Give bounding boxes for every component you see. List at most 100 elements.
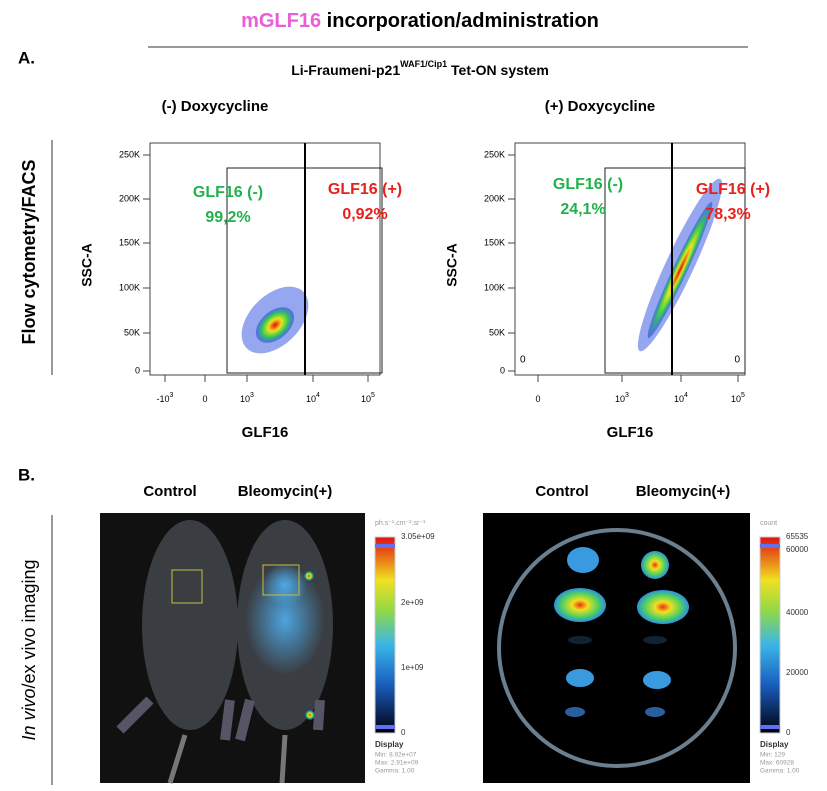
x-tick-label: -103 <box>157 392 174 405</box>
tick-base: 10 <box>674 394 684 404</box>
gate-name: GLF16 (-) <box>553 176 623 193</box>
colorbar-tick: 60000 <box>786 545 809 554</box>
signal <box>304 571 314 581</box>
colorbar <box>374 536 396 734</box>
display-title: Display <box>375 740 404 749</box>
tick-base: 10 <box>615 394 625 404</box>
gate-percent: 24,1% <box>560 201 605 218</box>
signal <box>305 710 315 720</box>
system-label: Li-Fraumeni-p21WAF1/Cip1 Tet-ON system <box>291 59 549 77</box>
display-line: Gamma: 1.00 <box>375 768 415 775</box>
x-tick-label: 0 <box>535 394 540 404</box>
display-line: Gamma: 1.00 <box>760 768 800 775</box>
y-tick-label: 100K <box>484 282 505 292</box>
mouse <box>142 520 238 730</box>
colorbar-handle <box>375 544 395 548</box>
tick-base: -10 <box>157 394 170 404</box>
title: mGLF16 incorporation/administration <box>241 10 599 32</box>
dish <box>497 528 737 768</box>
title-rest: incorporation/administration <box>321 10 599 32</box>
x-axis-label: GLF16 <box>242 424 289 441</box>
system-rest: Tet-ON system <box>447 62 549 78</box>
x-tick-label: 0 <box>202 394 207 404</box>
signal <box>263 563 307 607</box>
condition: (-) Doxycycline <box>162 98 269 115</box>
display-line: Max: 60928 <box>760 760 794 767</box>
tick-exp: 5 <box>371 392 375 399</box>
y-tick-label: 200K <box>484 193 505 203</box>
tick-exp: 3 <box>170 392 174 399</box>
organ <box>643 671 671 689</box>
tails <box>167 734 288 784</box>
colorbar-unit: count <box>760 520 777 527</box>
organ <box>567 547 599 573</box>
tick-base: 10 <box>731 394 741 404</box>
x-tick-label: 103 <box>240 392 254 405</box>
gate-percent: 99,2% <box>205 209 250 226</box>
panel-label: B. <box>18 465 35 484</box>
organ <box>565 707 585 717</box>
tick-exp: 3 <box>250 392 254 399</box>
tick-exp: 4 <box>684 392 688 399</box>
tick-base: 10 <box>240 394 250 404</box>
organ <box>566 669 594 687</box>
gate <box>304 167 383 374</box>
organ <box>637 590 689 624</box>
ex-vivo-image <box>483 513 750 783</box>
corner-label: 0 <box>520 355 526 366</box>
title-highlight: mGLF16 <box>241 10 321 32</box>
colorbar-tick: 20000 <box>786 668 809 677</box>
gate-percent: 0,92% <box>342 206 387 223</box>
side-label: In vivo/ex vivo imaging <box>19 559 39 740</box>
legs <box>116 696 325 742</box>
organ <box>645 707 665 717</box>
y-tick-label: 0 <box>135 365 140 375</box>
tick-base: 10 <box>306 394 316 404</box>
organ <box>643 636 667 644</box>
y-tick-label: 200K <box>119 193 140 203</box>
group-label: Control <box>535 483 588 500</box>
corner-label: 0 <box>734 355 740 366</box>
colorbar-tick: 65535 <box>786 532 809 541</box>
colorbars: Control Bleomycin(+) ph.s⁻¹.cm⁻².sr⁻¹ 3.05e… <box>143 483 810 783</box>
colorbar-tick: 0 <box>786 728 791 737</box>
roi <box>171 569 203 604</box>
organ <box>554 588 606 622</box>
tick-base: 0 <box>202 394 207 404</box>
gate-name: GLF16 (-) <box>193 184 263 201</box>
display-line: Max: 2.91e+09 <box>375 760 419 767</box>
colorbar-tick: 3.05e+09 <box>401 532 435 541</box>
tick-exp: 5 <box>741 392 745 399</box>
condition: (+) Doxycycline <box>545 98 655 115</box>
side-rest: /ex vivo imaging <box>19 559 39 688</box>
density <box>647 201 713 339</box>
y-tick-label: 150K <box>484 237 505 247</box>
tick-base: 0 <box>535 394 540 404</box>
x-axis-label: GLF16 <box>607 424 654 441</box>
display-line: Min: 129 <box>760 752 785 759</box>
y-tick-label: 0 <box>500 365 505 375</box>
colorbar-tick: 2e+09 <box>401 598 424 607</box>
y-tick-label: 250K <box>484 149 505 159</box>
colorbar-handle <box>375 725 395 729</box>
y-tick-label: 50K <box>489 327 505 337</box>
y-axis-label: SSC-A <box>444 243 460 287</box>
colorbar-handle <box>760 544 780 548</box>
group-label: Control <box>143 483 196 500</box>
x-tick-label: 105 <box>361 392 375 405</box>
x-tick-label: 105 <box>731 392 745 405</box>
tick-exp: 4 <box>316 392 320 399</box>
panel-label: A. <box>18 48 35 67</box>
gate-name: GLF16 (+) <box>696 181 770 198</box>
x-tick-label: 104 <box>674 392 688 405</box>
y-tick-label: 150K <box>119 237 140 247</box>
group-label: Bleomycin(+) <box>636 483 731 500</box>
group-label: Bleomycin(+) <box>238 483 333 500</box>
x-tick-label: 104 <box>306 392 320 405</box>
colorbar-tick: 1e+09 <box>401 663 424 672</box>
x-tick-label: 103 <box>615 392 629 405</box>
colorbar-unit: ph.s⁻¹.cm⁻².sr⁻¹ <box>375 520 426 527</box>
